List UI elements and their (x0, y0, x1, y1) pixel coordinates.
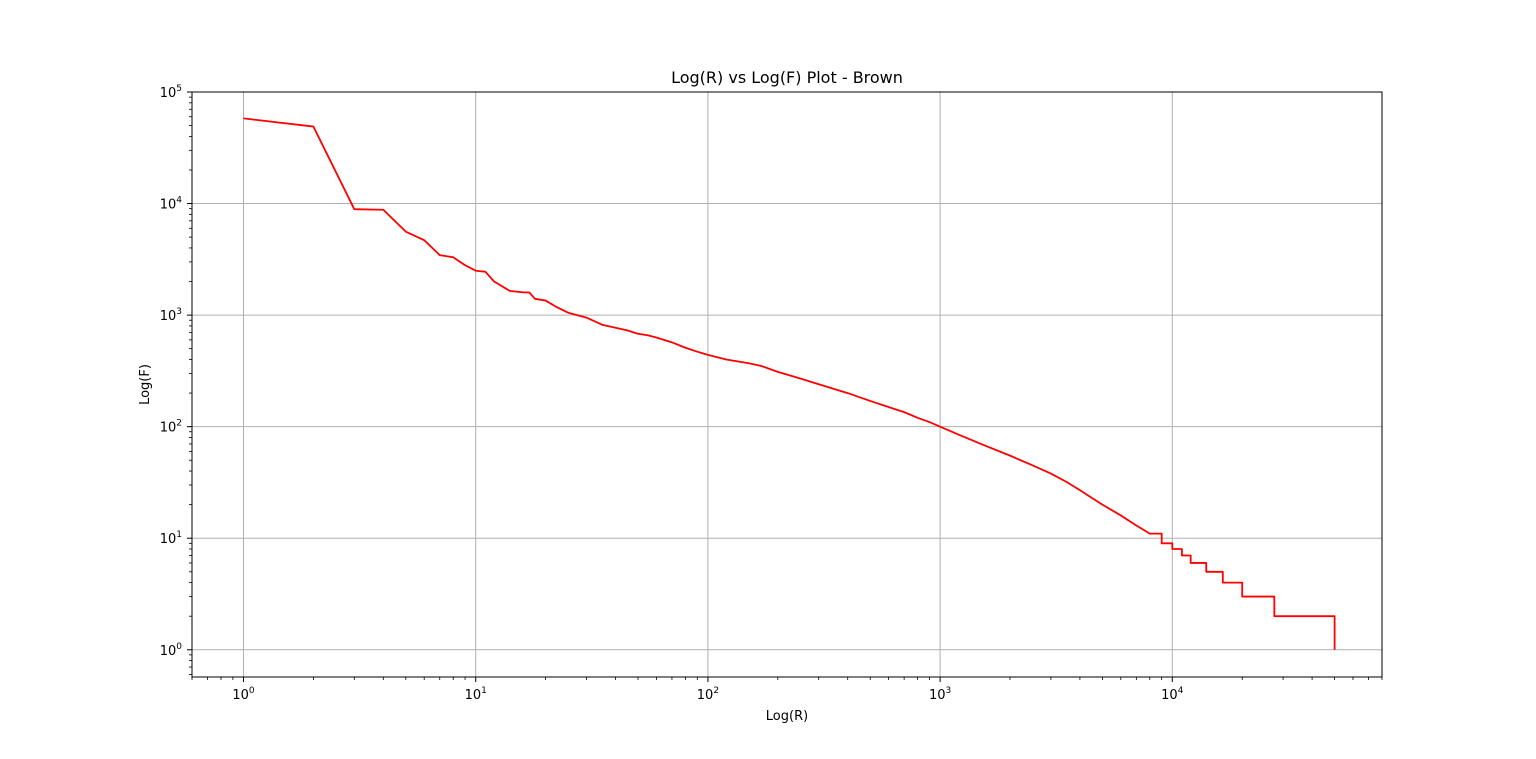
y-tick-label: 103 (160, 307, 182, 324)
y-axis-label: Log(F) (138, 364, 153, 405)
grid-layer (192, 92, 1382, 677)
x-tick-label: 104 (1161, 686, 1184, 703)
x-tick-label: 101 (465, 686, 487, 703)
y-tick-label: 102 (160, 419, 182, 436)
chart-title: Log(R) vs Log(F) Plot - Brown (671, 68, 903, 87)
x-tick-label: 102 (697, 686, 719, 703)
x-axis-label: Log(R) (766, 709, 808, 724)
y-tick-label: 100 (160, 642, 183, 659)
tick-layer: 100 101 102 103 104 100 101 102 103 104 105 (160, 84, 1383, 703)
y-tick-label: 104 (160, 196, 183, 213)
x-tick-label: 103 (929, 686, 951, 703)
x-tick-label: 100 (232, 686, 255, 703)
y-tick-label: 101 (160, 530, 182, 547)
series-line (243, 117, 1336, 650)
y-tick-label: 105 (160, 84, 182, 101)
axes-frame (191, 91, 1383, 678)
line-layer (243, 117, 1336, 650)
